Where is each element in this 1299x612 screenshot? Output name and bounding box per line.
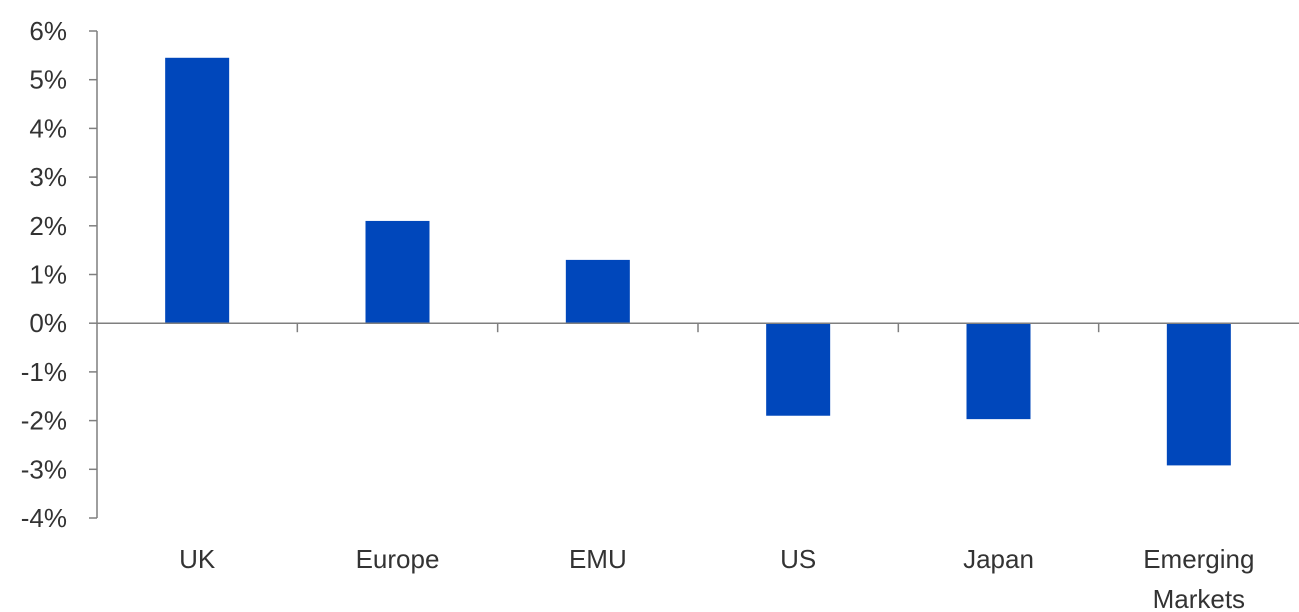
- category-label: Japan: [963, 544, 1034, 574]
- category-label-line: Markets: [1153, 584, 1245, 612]
- bar: [365, 220, 430, 324]
- category-label: UK: [179, 544, 216, 574]
- y-tick-label: 2%: [29, 211, 67, 241]
- y-tick-label: 1%: [29, 260, 67, 290]
- y-tick-label: 5%: [29, 65, 67, 95]
- y-tick-label: 6%: [29, 16, 67, 46]
- y-tick-label: -3%: [21, 454, 67, 484]
- x-axis-labels: UK Europe EMU US Japan Emerging Markets: [179, 544, 1254, 612]
- bars: [165, 57, 1231, 466]
- axes: [96, 31, 1299, 518]
- y-tick-label: -2%: [21, 406, 67, 436]
- y-tick-label: 3%: [29, 162, 67, 192]
- category-label-line: Europe: [356, 544, 440, 574]
- y-tick-label: -1%: [21, 357, 67, 387]
- category-label-line: Japan: [963, 544, 1034, 574]
- y-axis-ticks: 6% 5% 4% 3% 2% 1% 0% -1% -2% -3% -4%: [21, 16, 97, 533]
- bar: [565, 259, 630, 324]
- category-label: US: [780, 544, 816, 574]
- y-tick-label: 4%: [29, 113, 67, 143]
- bar: [1166, 323, 1231, 466]
- category-label-line: EMU: [569, 544, 627, 574]
- bar: [966, 323, 1031, 420]
- category-label-line: UK: [179, 544, 216, 574]
- y-tick-label: 0%: [29, 308, 67, 338]
- category-label: Europe: [356, 544, 440, 574]
- category-label-line: US: [780, 544, 816, 574]
- category-label: Emerging Markets: [1143, 544, 1254, 612]
- y-tick-label: -4%: [21, 503, 67, 533]
- category-label-line: Emerging: [1143, 544, 1254, 574]
- bar: [165, 57, 230, 324]
- category-label: EMU: [569, 544, 627, 574]
- bar: [766, 323, 831, 416]
